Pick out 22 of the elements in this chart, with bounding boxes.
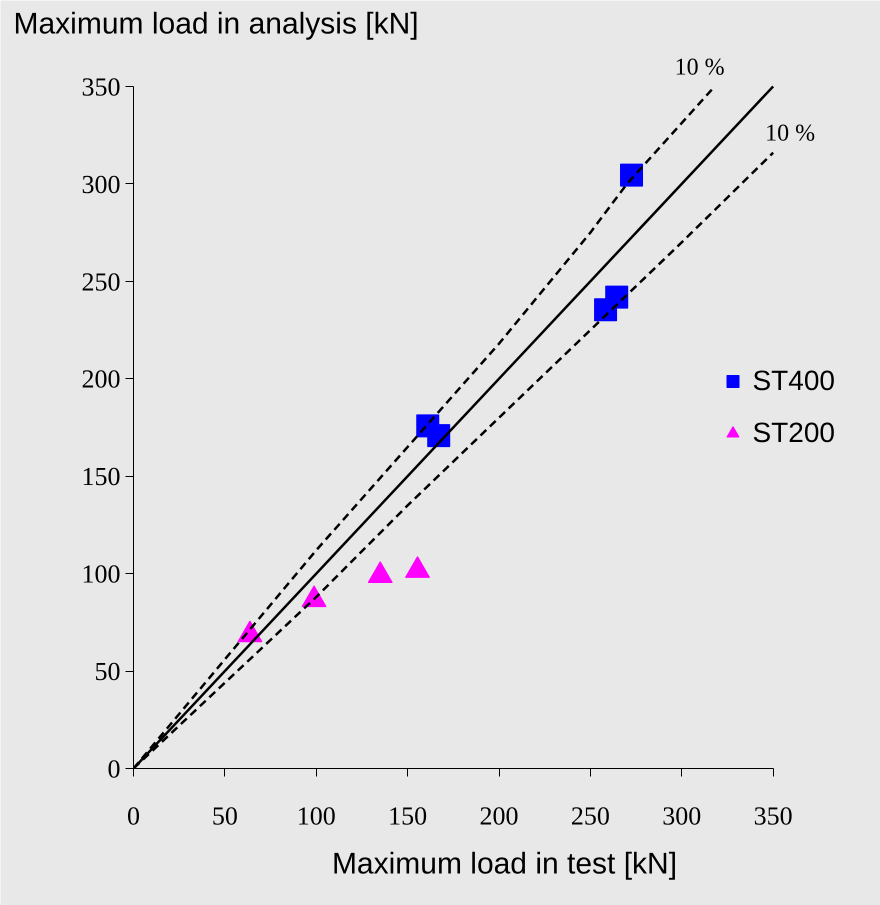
- x-tick-label: 200: [480, 802, 519, 830]
- x-tick-label: 350: [754, 802, 793, 830]
- y-tick-label: 100: [82, 560, 120, 589]
- x-axis-title: Maximum load in test [kN]: [332, 848, 678, 880]
- legend-label: ST400: [752, 364, 835, 396]
- y-tick-label: 200: [82, 364, 120, 394]
- y-tick-label: 50: [94, 657, 120, 686]
- y-tick-label: 250: [82, 267, 120, 296]
- y-tick-label: 0: [108, 754, 120, 784]
- annotation: 10 %: [765, 120, 816, 147]
- x-tick-label: 0: [127, 802, 140, 830]
- legend-label: ST200: [752, 416, 835, 448]
- y-tick-label: 350: [82, 72, 120, 102]
- y-tick-label: 300: [82, 170, 120, 199]
- x-tick-label: 100: [296, 802, 336, 830]
- y-tick-label: 150: [82, 462, 120, 492]
- x-tick-label: 300: [662, 802, 702, 830]
- x-tick-label: 250: [570, 802, 610, 830]
- y-axis-title: Maximum load in analysis [kN]: [14, 8, 419, 40]
- annotation: 10 %: [674, 54, 725, 80]
- x-tick-label: 150: [388, 802, 428, 830]
- x-tick-label: 50: [212, 802, 238, 830]
